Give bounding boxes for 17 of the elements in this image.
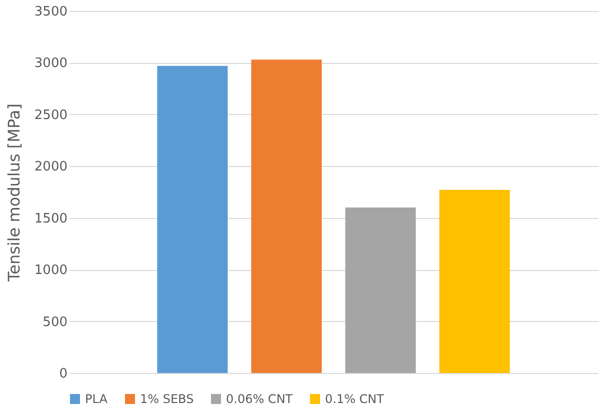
y-axis-title: Tensile modulus [MPa] <box>4 104 24 282</box>
bar <box>157 66 228 373</box>
y-tick-label: 3500 <box>34 4 68 20</box>
y-tick-label: 2500 <box>34 108 68 123</box>
y-tick-label: 500 <box>42 314 68 330</box>
bar <box>251 60 322 373</box>
legend-label: 0.06% CNT <box>226 392 294 406</box>
bar <box>345 208 416 373</box>
y-tick-label: 3000 <box>34 56 68 72</box>
y-tick-label: 1500 <box>34 211 68 226</box>
y-tick-label: 1000 <box>34 263 68 278</box>
legend-label: 0.1% CNT <box>325 392 385 406</box>
y-tick-label: 0 <box>59 366 68 382</box>
y-tick-label: 2000 <box>34 160 68 175</box>
legend-label: 1% SEBS <box>140 392 194 406</box>
bar <box>439 190 510 373</box>
legend-label: PLA <box>85 392 108 406</box>
